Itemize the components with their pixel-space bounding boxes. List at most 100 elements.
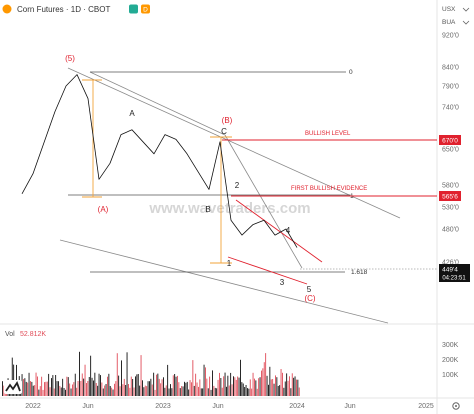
volume-bar — [73, 382, 75, 396]
chevron-down-icon[interactable] — [462, 7, 470, 12]
price-tick-label: 790'0 — [442, 84, 459, 91]
volume-bar — [231, 384, 233, 396]
volume-bar — [147, 381, 149, 396]
channel-connector-line — [89, 71, 226, 136]
volume-bar — [266, 375, 268, 396]
settings-gear-icon[interactable] — [452, 402, 460, 410]
status-orange-badge[interactable] — [141, 4, 150, 14]
tag-bullish[interactable]: 670'0 — [439, 135, 461, 145]
sub-wave-3-label: 3 — [280, 278, 285, 287]
volume-bar — [66, 376, 68, 396]
volume-bar — [27, 382, 29, 396]
volume-bar — [170, 384, 171, 396]
volume-bar — [240, 359, 241, 396]
volume-bar — [56, 381, 58, 396]
volume-bar — [234, 377, 236, 396]
status-green-badge[interactable] — [129, 4, 138, 14]
volume-bar — [3, 385, 5, 396]
volume-bar — [255, 380, 257, 396]
time-tick-label: 2025 — [418, 403, 434, 410]
volume-bar — [206, 378, 208, 396]
volume-bar — [179, 388, 181, 396]
currency-label[interactable]: USX — [442, 6, 456, 13]
volume-bar — [242, 383, 244, 396]
volume-bar — [157, 373, 159, 396]
volume-bar — [135, 376, 136, 396]
wave-5-label: (5) — [65, 54, 75, 63]
price-axis-ticks[interactable]: 920'0 840'0 790'0 740'0 650'0 580'0 530'0 480'0… — [442, 33, 459, 267]
volume-bar — [270, 379, 272, 396]
tag-first-bullish[interactable]: 565'6 — [439, 191, 461, 201]
volume-axis-ticks: 300K 200K 100K — [442, 342, 459, 379]
volume-bar — [256, 388, 258, 396]
tag-bullish-value: 670'0 — [442, 138, 458, 145]
wave-a-label: (A) — [98, 205, 109, 214]
volume-bar — [132, 379, 134, 396]
volume-bar — [95, 383, 97, 396]
price-series-line[interactable] — [21, 74, 298, 248]
unit-label[interactable]: BUA — [442, 19, 456, 26]
volume-bar — [150, 378, 152, 396]
volume-bar — [265, 353, 267, 396]
volume-bar — [153, 372, 155, 396]
volume-bar — [161, 379, 163, 396]
tag-last-price[interactable]: 449'4 04:23:51 — [439, 264, 470, 282]
volume-bar — [235, 379, 237, 396]
volume-bar — [44, 382, 45, 396]
volume-bar — [133, 387, 135, 396]
volume-bar — [210, 389, 212, 396]
volume-bar — [245, 385, 247, 396]
volume-bar — [28, 372, 30, 396]
volume-bar — [87, 381, 89, 396]
time-axis-ticks[interactable]: 2022 Jun 2023 Jun 2024 Jun 2025 — [25, 403, 434, 410]
chart-title[interactable]: Corn Futures · 1D · CBOT — [17, 5, 110, 14]
volume-bar — [212, 370, 213, 396]
volume-bar — [65, 389, 66, 396]
volume-bar — [139, 385, 141, 396]
first-bullish-label: FIRST BULLISH EVIDENCE — [291, 186, 367, 192]
volume-bar — [199, 379, 201, 396]
volume-bar — [216, 388, 218, 396]
volume-bar — [115, 381, 117, 396]
volume-bar — [277, 386, 279, 396]
volume-bar — [128, 384, 129, 396]
time-tick-label: 2023 — [155, 403, 171, 410]
chevron-down-icon[interactable] — [462, 20, 470, 25]
volume-bar — [46, 381, 48, 396]
volume-bar — [60, 387, 62, 396]
volume-bar — [48, 373, 50, 396]
volume-bar — [254, 378, 255, 396]
volume-bar — [90, 355, 92, 396]
volume-bar — [76, 387, 78, 396]
volume-bar — [59, 385, 61, 396]
orange-measure-lines — [82, 79, 232, 264]
volume-bar — [77, 381, 79, 396]
volume-bar — [247, 388, 248, 396]
bullish-level-label: BULLISH LEVEL — [305, 131, 351, 137]
volume-bar — [205, 367, 206, 396]
volume-bar — [156, 374, 157, 396]
countdown-value: 04:23:51 — [442, 276, 466, 282]
tradingview-logo-icon[interactable] — [4, 380, 22, 394]
volume-bar — [214, 387, 216, 396]
volume-bar — [118, 375, 120, 396]
symbol-logo-icon[interactable] — [2, 4, 12, 14]
volume-bar — [251, 388, 253, 396]
volume-bar — [140, 355, 142, 396]
volume-label[interactable]: Vol — [5, 331, 15, 338]
time-tick-label: Jun — [344, 403, 355, 410]
volume-bar — [63, 388, 65, 396]
volume-bar — [62, 378, 64, 396]
volume-bar — [261, 370, 262, 396]
volume-bar — [86, 383, 87, 396]
volume-bar — [41, 376, 43, 396]
volume-bar — [184, 381, 185, 396]
volume-bar — [101, 382, 103, 396]
volume-bar — [30, 381, 31, 396]
volume-bar — [38, 389, 40, 396]
time-tick-label: 2024 — [289, 403, 305, 410]
volume-bar — [185, 382, 187, 396]
volume-bar — [104, 385, 106, 396]
